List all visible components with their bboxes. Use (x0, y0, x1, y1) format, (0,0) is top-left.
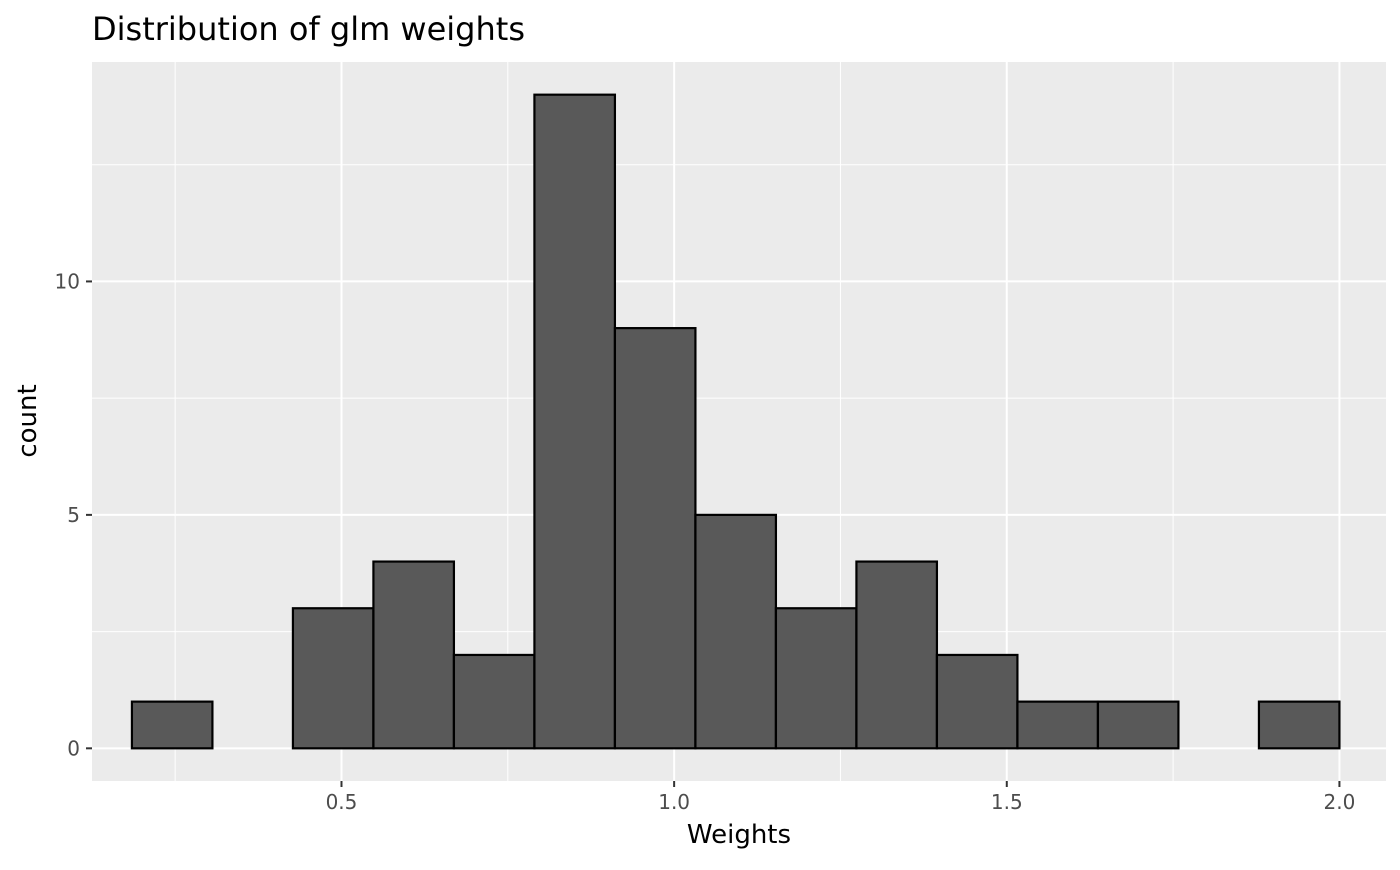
histogram-bar (855, 560, 939, 750)
y-axis: 0 5 10 (55, 269, 92, 760)
histogram-bar (935, 653, 1019, 750)
y-tick-label: 10 (55, 269, 80, 293)
x-tick-label: 2.0 (1324, 790, 1356, 814)
x-tick-label: 1.5 (991, 790, 1023, 814)
chart-title: Distribution of glm weights (92, 10, 525, 48)
histogram-bar (1096, 700, 1180, 750)
x-axis-title: Weights (687, 820, 791, 850)
y-tick-label: 5 (67, 503, 80, 527)
histogram-bar (1257, 700, 1341, 750)
histogram-bar (533, 93, 617, 750)
y-axis-title: count (13, 384, 43, 457)
histogram-bar (1016, 700, 1100, 750)
histogram-bar (694, 513, 778, 750)
x-tick-label: 1.0 (658, 790, 690, 814)
x-axis: 0.5 1.0 1.5 2.0 (326, 781, 1356, 814)
x-tick-label: 0.5 (326, 790, 358, 814)
histogram-bar (291, 607, 375, 750)
y-tick-label: 0 (67, 736, 80, 760)
histogram-bar (613, 327, 697, 750)
histogram-bar (130, 700, 214, 750)
histogram-bars (130, 93, 1341, 750)
histogram-bar (452, 653, 536, 750)
histogram-bar (372, 560, 456, 750)
minor-gridlines (92, 62, 1386, 781)
histogram-bar (774, 607, 858, 750)
